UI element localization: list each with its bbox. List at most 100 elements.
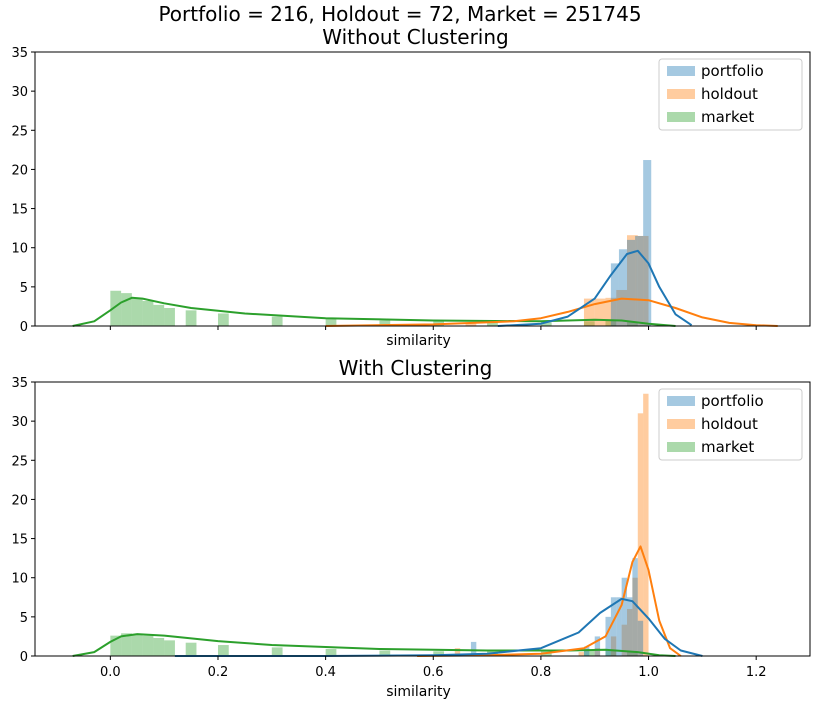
y-tick-label: 25 bbox=[11, 124, 28, 139]
y-tick-label: 5 bbox=[20, 281, 28, 296]
market-histogram bbox=[110, 633, 638, 656]
x-axis-label: similarity bbox=[386, 333, 451, 349]
holdout-bar bbox=[616, 289, 628, 326]
market-bar bbox=[379, 320, 391, 326]
portfolio-bar bbox=[470, 641, 477, 656]
holdout-bar bbox=[583, 298, 595, 326]
legend-swatch-portfolio bbox=[667, 66, 695, 76]
market-bar bbox=[164, 307, 175, 326]
axes-frame bbox=[34, 381, 811, 657]
holdout-bar bbox=[594, 298, 606, 326]
portfolio-bar bbox=[627, 239, 636, 326]
x-tick-label: 0.0 bbox=[100, 665, 121, 680]
market-bar bbox=[583, 321, 595, 326]
holdout-bar bbox=[637, 413, 644, 656]
y-tick-label: 5 bbox=[20, 611, 28, 626]
legend: portfolio holdout market bbox=[658, 58, 803, 131]
market-bar bbox=[583, 650, 595, 656]
holdout-bar bbox=[454, 648, 461, 656]
portfolio-histogram bbox=[470, 558, 644, 656]
portfolio-kde-line bbox=[174, 597, 703, 657]
market-bar bbox=[325, 318, 337, 326]
y-tick-label: 30 bbox=[11, 85, 28, 100]
x-tick-label: 0.6 bbox=[423, 665, 444, 680]
figure-suptitle: Portfolio = 216, Holdout = 72, Market = … bbox=[158, 2, 641, 26]
portfolio-kde-line bbox=[497, 249, 693, 327]
holdout-bar bbox=[465, 323, 477, 326]
market-kde-line bbox=[72, 296, 676, 327]
holdout-bar bbox=[610, 636, 617, 656]
y-tick-label: 0 bbox=[20, 650, 28, 665]
portfolio-bar bbox=[618, 249, 628, 326]
market-histogram bbox=[110, 290, 638, 326]
portfolio-bar bbox=[632, 558, 638, 656]
y-tick-label: 10 bbox=[11, 572, 28, 587]
market-bar bbox=[271, 647, 283, 656]
legend-label-market: market bbox=[701, 438, 754, 456]
market-bar bbox=[605, 649, 617, 656]
x-axis-label: similarity bbox=[386, 684, 451, 700]
x-tick-label: 0.8 bbox=[531, 665, 552, 680]
plot-area bbox=[72, 393, 703, 657]
holdout-bar bbox=[627, 609, 633, 656]
market-bar bbox=[142, 300, 154, 326]
holdout-bar bbox=[627, 235, 638, 326]
portfolio-bar bbox=[635, 235, 644, 326]
chart-title: With Clustering bbox=[339, 356, 493, 380]
holdout-histogram bbox=[454, 393, 649, 656]
market-bar bbox=[110, 635, 122, 656]
market-kde-line bbox=[72, 633, 676, 657]
market-bar bbox=[627, 322, 638, 326]
portfolio-bar bbox=[643, 160, 652, 326]
bottom-chart: With Clustering 0 5 10 15 20 25 30 35 0.0 0.2 0.4 0.… bbox=[11, 356, 811, 700]
portfolio-bar bbox=[610, 597, 617, 656]
portfolio-bar bbox=[627, 597, 633, 656]
y-tick-label: 35 bbox=[11, 376, 28, 391]
market-bar bbox=[217, 313, 229, 326]
legend-label-holdout: holdout bbox=[701, 85, 758, 103]
y-tick-label: 20 bbox=[11, 493, 28, 508]
legend-label-portfolio: portfolio bbox=[701, 392, 764, 410]
portfolio-bar bbox=[616, 597, 622, 656]
market-bar bbox=[164, 640, 175, 656]
market-bar bbox=[131, 634, 143, 656]
market-bar bbox=[605, 320, 617, 326]
chart-title: Without Clustering bbox=[322, 25, 508, 49]
y-tick-label: 25 bbox=[11, 454, 28, 469]
holdout-kde-line bbox=[417, 545, 682, 657]
portfolio-histogram bbox=[610, 160, 652, 326]
market-bar bbox=[627, 652, 638, 656]
legend-label-portfolio: portfolio bbox=[701, 62, 764, 80]
legend-swatch-market bbox=[667, 112, 695, 122]
legend-swatch-portfolio bbox=[667, 396, 695, 406]
top-chart: Without Clustering 0 5 10 15 20 25 30 35 similari… bbox=[11, 25, 811, 349]
legend: portfolio holdout market bbox=[658, 388, 803, 461]
market-bar bbox=[153, 304, 165, 326]
portfolio-bar bbox=[637, 620, 644, 656]
y-tick-label: 15 bbox=[11, 533, 28, 548]
portfolio-bar bbox=[605, 616, 611, 656]
market-bar bbox=[153, 637, 165, 656]
holdout-bar bbox=[594, 648, 601, 656]
market-bar bbox=[433, 651, 445, 656]
legend-label-holdout: holdout bbox=[701, 415, 758, 433]
market-bar bbox=[379, 650, 391, 656]
market-bar bbox=[185, 310, 197, 326]
axes-frame bbox=[34, 51, 811, 327]
market-bar bbox=[487, 322, 498, 326]
holdout-bar bbox=[632, 577, 638, 656]
market-bar bbox=[185, 642, 197, 656]
holdout-bar bbox=[578, 652, 584, 656]
market-bar bbox=[131, 298, 143, 326]
market-bar bbox=[110, 290, 122, 326]
market-bar bbox=[540, 322, 552, 326]
y-tick-label: 15 bbox=[11, 203, 28, 218]
market-bar bbox=[121, 293, 132, 326]
holdout-histogram bbox=[465, 235, 649, 326]
legend-swatch-holdout bbox=[667, 419, 695, 429]
portfolio-bar bbox=[621, 577, 628, 656]
x-tick-label: 1.2 bbox=[746, 665, 767, 680]
holdout-kde-line bbox=[325, 297, 778, 327]
market-bar bbox=[325, 648, 337, 656]
